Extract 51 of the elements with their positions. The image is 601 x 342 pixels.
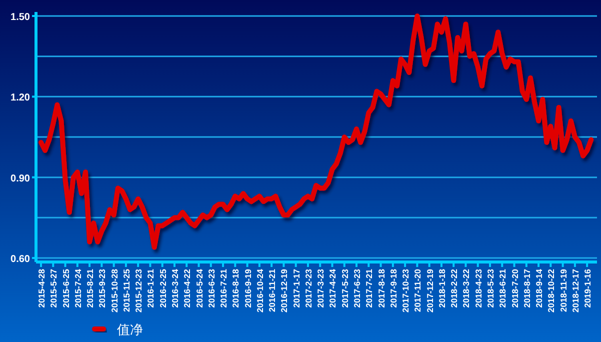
x-tick-label: 2018-2-22 xyxy=(449,268,460,308)
x-tick-label: 2018-12-17 xyxy=(570,268,580,312)
x-tick-label: 2018-10-22 xyxy=(546,268,556,312)
x-tick-label: 2016-1-21 xyxy=(146,268,156,308)
x-tick-label: 2016-3-24 xyxy=(170,268,180,308)
x-tick-label: 2015-6-25 xyxy=(60,268,71,308)
x-tick-label: 2018-7-20 xyxy=(510,268,520,308)
x-tick-label: 2018-6-21 xyxy=(498,268,508,308)
x-tick-label: 2017-2-23 xyxy=(303,268,314,308)
x-tick-label: 2015-8-21 xyxy=(85,268,96,308)
x-tick-label: 2019-1-16 xyxy=(582,268,593,308)
x-tick-label: 2015-11-25 xyxy=(121,268,132,312)
x-tick-label: 2018-9-14 xyxy=(534,268,544,308)
x-tick-label: 2018-1-18 xyxy=(436,268,447,308)
x-tick-label: 2018-8-17 xyxy=(522,268,532,308)
x-tick-label: 2015-5-27 xyxy=(48,268,59,308)
x-tick-label: 2015-10-28 xyxy=(109,268,120,312)
x-tick-label: 2015-7-24 xyxy=(72,268,83,308)
x-tick-label: 2016-5-24 xyxy=(194,268,204,308)
x-tick-label: 2017-5-23 xyxy=(340,268,350,308)
x-tick-label: 2017-9-18 xyxy=(388,268,398,308)
x-tick-label: 2017-1-17 xyxy=(291,268,302,308)
y-tick-label: 0.90 xyxy=(10,173,30,184)
x-tick-label: 2018-4-23 xyxy=(473,268,484,308)
x-tick-label: 2018-3-22 xyxy=(461,268,472,308)
x-tick-label: 2017-11-20 xyxy=(412,268,423,312)
x-tick-label: 2016-9-19 xyxy=(242,268,253,308)
x-tick-label: 2015-9-23 xyxy=(97,268,108,308)
x-tick-label: 2016-10-24 xyxy=(254,268,265,312)
x-tick-label: 2017-12-19 xyxy=(424,268,435,312)
x-tick-label: 2016-8-18 xyxy=(230,268,241,308)
y-tick-label: 1.20 xyxy=(10,92,30,104)
x-tick-label: 2016-12-19 xyxy=(279,268,290,312)
x-tick-label: 2017-3-23 xyxy=(316,268,326,308)
x-tick-label: 2016-2-25 xyxy=(158,268,168,308)
legend-label: 值净 xyxy=(117,322,143,337)
y-tick-label: 0.60 xyxy=(10,254,30,265)
x-tick-label: 2016-11-21 xyxy=(267,268,278,312)
x-tick-label: 2017-6-23 xyxy=(352,268,362,308)
y-tick-label: 1.50 xyxy=(10,12,30,23)
x-tick-label: 2015-12-23 xyxy=(134,268,144,312)
x-tick-label: 2017-4-24 xyxy=(328,268,338,308)
x-tick-label: 2017-10-23 xyxy=(400,268,411,312)
x-tick-label: 2016-6-23 xyxy=(206,268,216,308)
x-tick-label: 2018-11-19 xyxy=(558,268,568,312)
x-tick-label: 2017-7-21 xyxy=(364,268,374,308)
x-tick-label: 2015-4-28 xyxy=(36,268,46,308)
x-tick-label: 2017-8-18 xyxy=(376,268,386,308)
x-tick-label: 2018-5-23 xyxy=(485,268,496,308)
x-tick-label: 2016-7-21 xyxy=(218,268,229,308)
x-tick-label: 2016-4-22 xyxy=(182,268,192,308)
